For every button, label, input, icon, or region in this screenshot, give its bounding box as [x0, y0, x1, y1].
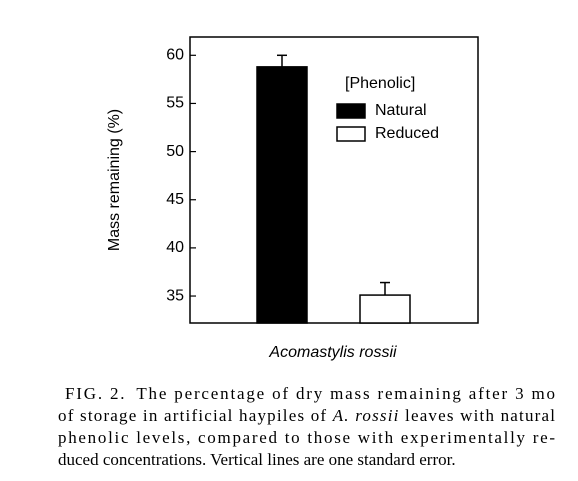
- legend-title: [Phenolic]: [345, 75, 415, 92]
- caption-run: of storage in artificial haypiles of: [58, 406, 332, 425]
- x-axis-label: Acomastylis rossii: [268, 344, 397, 361]
- bar: [359, 294, 411, 324]
- y-tick-label: 50: [166, 143, 184, 160]
- caption-run: duced concentrations. Vertical lines are…: [58, 450, 456, 469]
- caption-run: A. rossii: [332, 406, 399, 425]
- legend-swatch: [336, 126, 366, 142]
- caption-line: duced concentrations. Vertical lines are…: [58, 450, 456, 469]
- legend-label: Natural: [375, 102, 427, 119]
- caption-run: The percentage of dry mass remaining aft…: [136, 384, 555, 403]
- bar: [256, 66, 308, 324]
- plot-frame: [189, 36, 479, 324]
- y-tick-label: 45: [166, 191, 184, 208]
- y-tick-label: 60: [166, 47, 184, 64]
- legend-swatch: [336, 103, 366, 119]
- y-axis-label: Mass remaining (%): [106, 109, 123, 251]
- y-tick-label: 55: [166, 95, 184, 112]
- y-tick-label: 40: [166, 239, 184, 256]
- caption-line: phenolic levels, compared to those with …: [58, 428, 555, 447]
- caption-line: FIG. 2. The percentage of dry mass remain…: [65, 384, 555, 403]
- caption-run: leaves with natural: [400, 406, 556, 425]
- caption-run: phenolic levels, compared to those with …: [58, 428, 555, 447]
- caption-run: FIG. 2.: [65, 384, 125, 403]
- caption-line: of storage in artificial haypiles of A. …: [58, 406, 555, 425]
- y-tick-label: 35: [166, 287, 184, 304]
- legend-label: Reduced: [375, 125, 439, 142]
